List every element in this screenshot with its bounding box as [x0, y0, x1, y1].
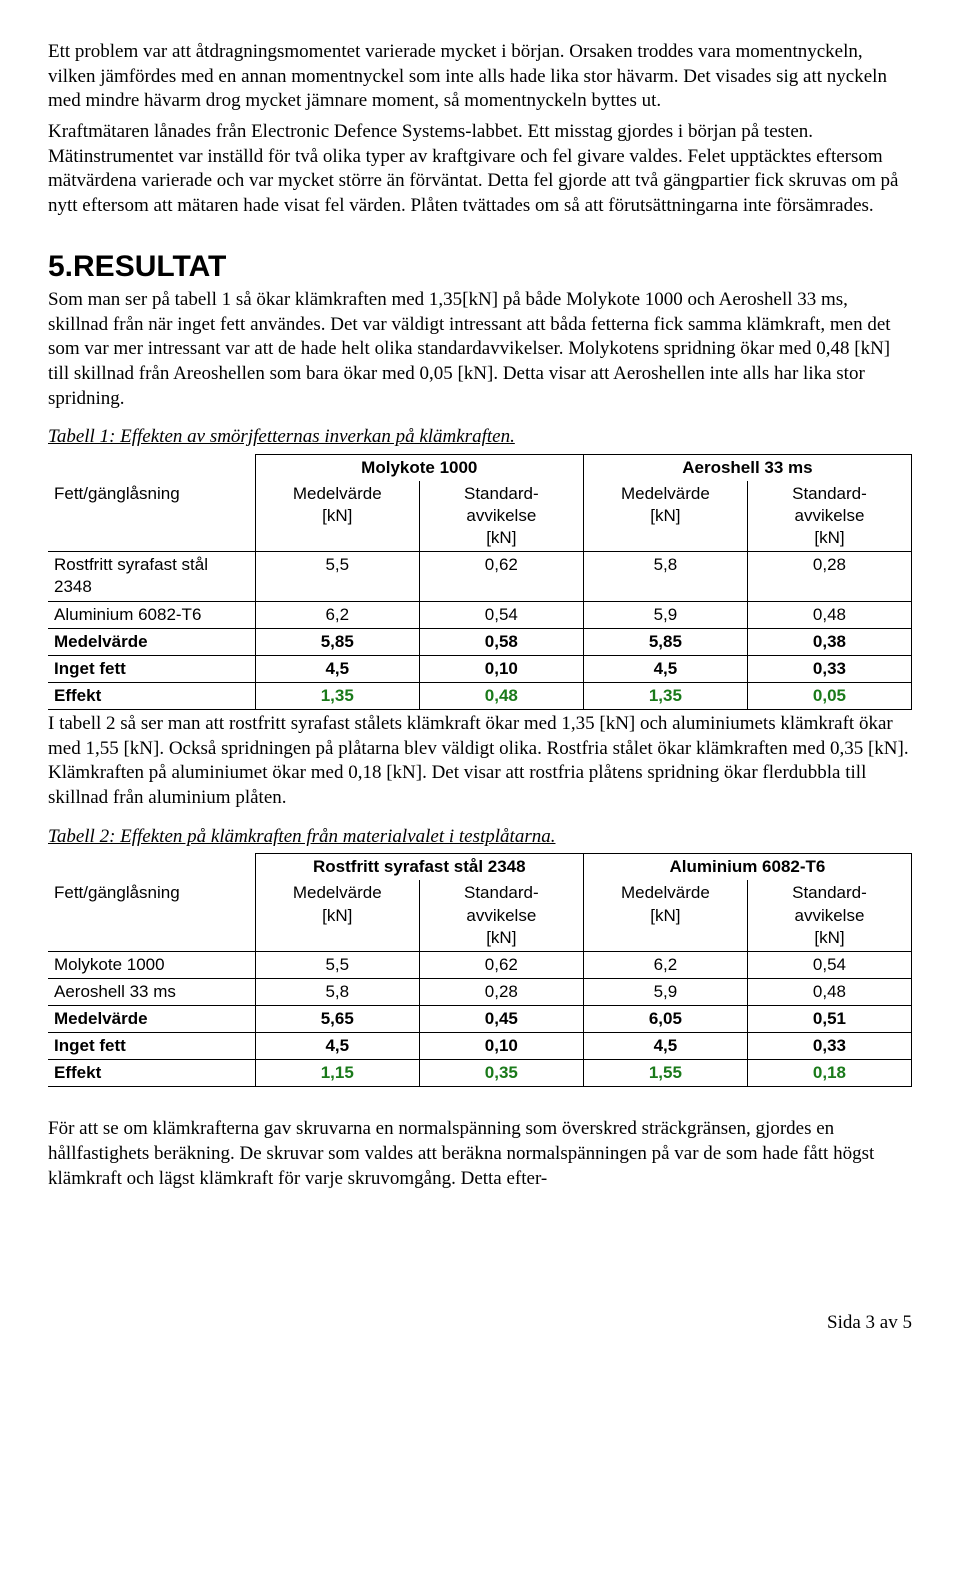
col-group-1: Molykote 1000 — [255, 454, 583, 481]
paragraph-4: I tabell 2 så ser man att rostfritt syra… — [48, 712, 912, 811]
subheader: Medelvärde [kN] — [255, 880, 419, 951]
table-cell: 4,5 — [583, 1032, 747, 1059]
table-row-label: Rostfritt syrafast stål 2348 — [48, 552, 255, 601]
table-cell: 5,85 — [583, 628, 747, 655]
table1-caption: Tabell 1: Effekten av smörjfetternas inv… — [48, 425, 912, 450]
table-row-label: Medelvärde — [48, 1005, 255, 1032]
table-cell: 0,33 — [747, 655, 911, 682]
table-row-label: Molykote 1000 — [48, 951, 255, 978]
subheader: Standard- avvikelse [kN] — [419, 880, 583, 951]
table-cell: 0,18 — [747, 1060, 911, 1087]
table-cell: 0,48 — [747, 978, 911, 1005]
paragraph-3: Som man ser på tabell 1 så ökar klämkraf… — [48, 288, 912, 411]
table-cell: 0,10 — [419, 655, 583, 682]
col-group-2: Aluminium 6082-T6 — [583, 854, 911, 881]
subheader: Medelvärde [kN] — [255, 481, 419, 552]
subheader: Medelvärde [kN] — [583, 880, 747, 951]
table-cell: 5,8 — [255, 978, 419, 1005]
table-cell: 0,54 — [419, 601, 583, 628]
table-cell: 0,35 — [419, 1060, 583, 1087]
table-row-label: Inget fett — [48, 655, 255, 682]
table-cell: 1,35 — [255, 682, 419, 709]
paragraph-1: Ett problem var att åtdragningsmomentet … — [48, 40, 912, 114]
table2: Rostfritt syrafast stål 2348Aluminium 60… — [48, 853, 912, 1087]
table-cell: 0,51 — [747, 1005, 911, 1032]
table-cell: 5,65 — [255, 1005, 419, 1032]
table-cell: 0,48 — [419, 682, 583, 709]
table-cell: 5,85 — [255, 628, 419, 655]
subheader: Standard- avvikelse [kN] — [747, 880, 911, 951]
table-cell: 4,5 — [255, 655, 419, 682]
subheader: Medelvärde [kN] — [583, 481, 747, 552]
page-footer: Sida 3 av 5 — [48, 1311, 912, 1336]
table-corner — [48, 454, 255, 481]
table-cell: 0,10 — [419, 1032, 583, 1059]
table-cell: 0,54 — [747, 951, 911, 978]
table-cell: 4,5 — [255, 1032, 419, 1059]
table-row-label: Inget fett — [48, 1032, 255, 1059]
table-cell: 1,55 — [583, 1060, 747, 1087]
table-cell: 0,62 — [419, 552, 583, 601]
table-cell: 5,5 — [255, 552, 419, 601]
paragraph-2: Kraftmätaren lånades från Electronic Def… — [48, 120, 912, 219]
table-cell: 6,2 — [583, 951, 747, 978]
subheader: Standard- avvikelse [kN] — [419, 481, 583, 552]
table1: Molykote 1000Aeroshell 33 ms Fett/gänglås… — [48, 454, 912, 710]
subheader: Standard- avvikelse [kN] — [747, 481, 911, 552]
section-heading-resultat: 5.RESULTAT — [48, 247, 912, 286]
table-row-label: Aluminium 6082-T6 — [48, 601, 255, 628]
table-cell: 4,5 — [583, 655, 747, 682]
col-group-1: Rostfritt syrafast stål 2348 — [255, 854, 583, 881]
table-cell: 5,5 — [255, 951, 419, 978]
paragraph-5: För att se om klämkrafterna gav skruvarn… — [48, 1117, 912, 1191]
table2-caption: Tabell 2: Effekten på klämkraften från m… — [48, 825, 912, 850]
table-row-label: Effekt — [48, 1060, 255, 1087]
table-row-label: Aeroshell 33 ms — [48, 978, 255, 1005]
table-cell: 5,9 — [583, 978, 747, 1005]
table-corner — [48, 854, 255, 881]
table-cell: 1,15 — [255, 1060, 419, 1087]
table-cell: 0,45 — [419, 1005, 583, 1032]
table-row-label: Effekt — [48, 682, 255, 709]
table-cell: 0,38 — [747, 628, 911, 655]
table-cell: 0,05 — [747, 682, 911, 709]
table-cell: 5,9 — [583, 601, 747, 628]
rowhead-label: Fett/gänglåsning — [48, 880, 255, 951]
col-group-2: Aeroshell 33 ms — [583, 454, 911, 481]
table-cell: 1,35 — [583, 682, 747, 709]
rowhead-label: Fett/gänglåsning — [48, 481, 255, 552]
table-cell: 0,58 — [419, 628, 583, 655]
table-cell: 0,62 — [419, 951, 583, 978]
table-cell: 5,8 — [583, 552, 747, 601]
table-row-label: Medelvärde — [48, 628, 255, 655]
table-cell: 0,28 — [419, 978, 583, 1005]
table-cell: 6,05 — [583, 1005, 747, 1032]
table-cell: 6,2 — [255, 601, 419, 628]
table-cell: 0,33 — [747, 1032, 911, 1059]
table-cell: 0,28 — [747, 552, 911, 601]
table-cell: 0,48 — [747, 601, 911, 628]
